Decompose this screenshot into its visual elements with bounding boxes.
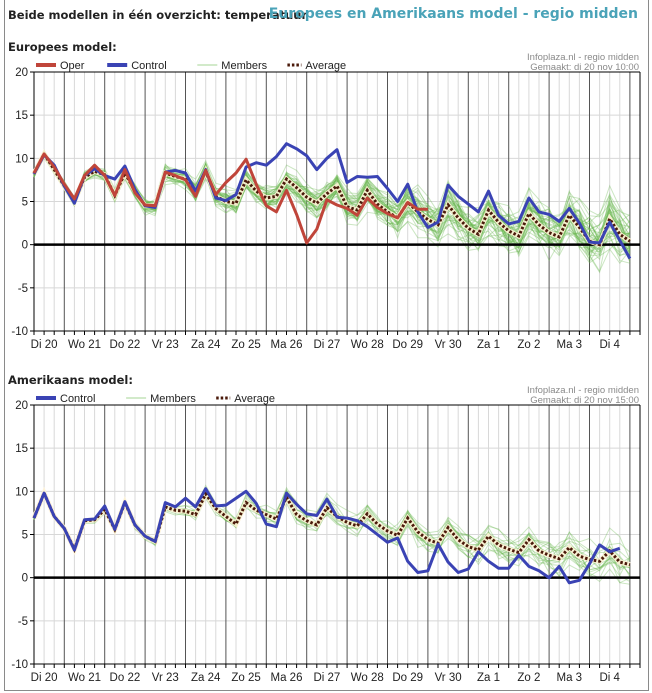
average-line (32, 150, 631, 247)
x-tick-label: Di 27 (313, 339, 340, 351)
y-tick-label: 5 (22, 197, 28, 209)
y-tick-label: -5 (18, 283, 28, 295)
legend: Oper Control Members Average (36, 60, 346, 72)
x-tick-label: Di 27 (313, 672, 340, 684)
x-tick-label: Di 20 (31, 672, 58, 684)
legend-label: Average (305, 60, 346, 72)
legend-item-members: Members (126, 393, 196, 405)
page-frame (4, 0, 649, 691)
legend-label: Members (221, 60, 267, 72)
credit-source: Infoplaza.nl - regio midden (527, 385, 639, 396)
member-line (33, 153, 631, 256)
legend-label: Oper (60, 60, 85, 72)
x-tick-label: Di 20 (31, 339, 58, 351)
x-tick-label: Vr 23 (152, 672, 179, 684)
legend-item-control: Control (36, 393, 95, 405)
x-tick-label: Do 29 (392, 672, 423, 684)
x-tick-label: Za 24 (191, 339, 221, 351)
x-tick-label: Zo 2 (517, 672, 540, 684)
x-tick-label: Vr 30 (435, 672, 462, 684)
y-tick-label: 0 (22, 240, 28, 252)
y-tick-label: 20 (15, 400, 28, 412)
y-tick-label: 10 (15, 153, 28, 165)
legend-item-average: Average (287, 60, 346, 72)
legend-item-control: Control (107, 60, 167, 72)
legend-label: Control (60, 393, 95, 405)
credit-made: Gemaakt: di 20 nov 10:00 (530, 62, 639, 73)
legend-label: Control (131, 60, 166, 72)
y-tick-label: -10 (11, 326, 28, 338)
page-title: Beide modellen in één overzicht: tempera… (8, 8, 308, 22)
oper-line (32, 152, 428, 245)
y-tick-label: 0 (22, 573, 28, 585)
legend-item-average: Average (216, 393, 275, 405)
y-tick-label: -5 (18, 616, 28, 628)
x-tick-label: Ma 26 (271, 339, 303, 351)
credit-amerikaans: Infoplaza.nl - regio midden Gemaakt: di … (527, 386, 639, 406)
x-tick-label: Do 22 (110, 339, 141, 351)
section-title-amerikaans: Amerikaans model: (8, 373, 133, 387)
legend-item-oper: Oper (36, 60, 85, 72)
legend-label: Average (234, 393, 275, 405)
x-tick-label: Ma 3 (557, 339, 583, 351)
page-subtitle: Europees en Amerikaans model - regio mid… (268, 6, 638, 22)
x-tick-label: Ma 3 (557, 672, 583, 684)
x-tick-label: Vr 30 (435, 339, 462, 351)
y-tick-label: -10 (11, 659, 28, 671)
y-tick-label: 10 (15, 486, 28, 498)
x-tick-label: Zo 25 (231, 672, 260, 684)
y-tick-label: 5 (22, 530, 28, 542)
credit-source: Infoplaza.nl - regio midden (527, 52, 639, 63)
credit-made: Gemaakt: di 20 nov 15:00 (530, 395, 639, 406)
y-tick-label: 15 (15, 110, 28, 122)
x-tick-label: Wo 21 (68, 672, 101, 684)
legend: Control Members Average (36, 393, 275, 405)
x-tick-label: Do 29 (392, 339, 423, 351)
x-tick-label: Vr 23 (152, 339, 179, 351)
x-tick-label: Wo 21 (68, 339, 101, 351)
x-tick-label: Zo 2 (517, 339, 540, 351)
x-tick-label: Wo 28 (351, 339, 384, 351)
x-tick-label: Di 4 (599, 672, 620, 684)
x-tick-label: Di 4 (599, 339, 620, 351)
x-tick-label: Za 1 (477, 672, 500, 684)
y-tick-label: 20 (15, 67, 28, 79)
x-tick-label: Do 22 (110, 672, 141, 684)
x-tick-label: Wo 28 (351, 672, 384, 684)
control-line (32, 487, 621, 585)
legend-item-members: Members (197, 60, 268, 72)
legend-label: Members (150, 393, 196, 405)
section-title-europees: Europees model: (8, 40, 117, 54)
x-tick-label: Ma 26 (271, 672, 303, 684)
x-tick-label: Za 24 (191, 672, 221, 684)
x-tick-label: Za 1 (477, 339, 500, 351)
y-tick-label: 15 (15, 443, 28, 455)
credit-europees: Infoplaza.nl - regio midden Gemaakt: di … (527, 53, 639, 73)
x-tick-label: Zo 25 (231, 339, 260, 351)
